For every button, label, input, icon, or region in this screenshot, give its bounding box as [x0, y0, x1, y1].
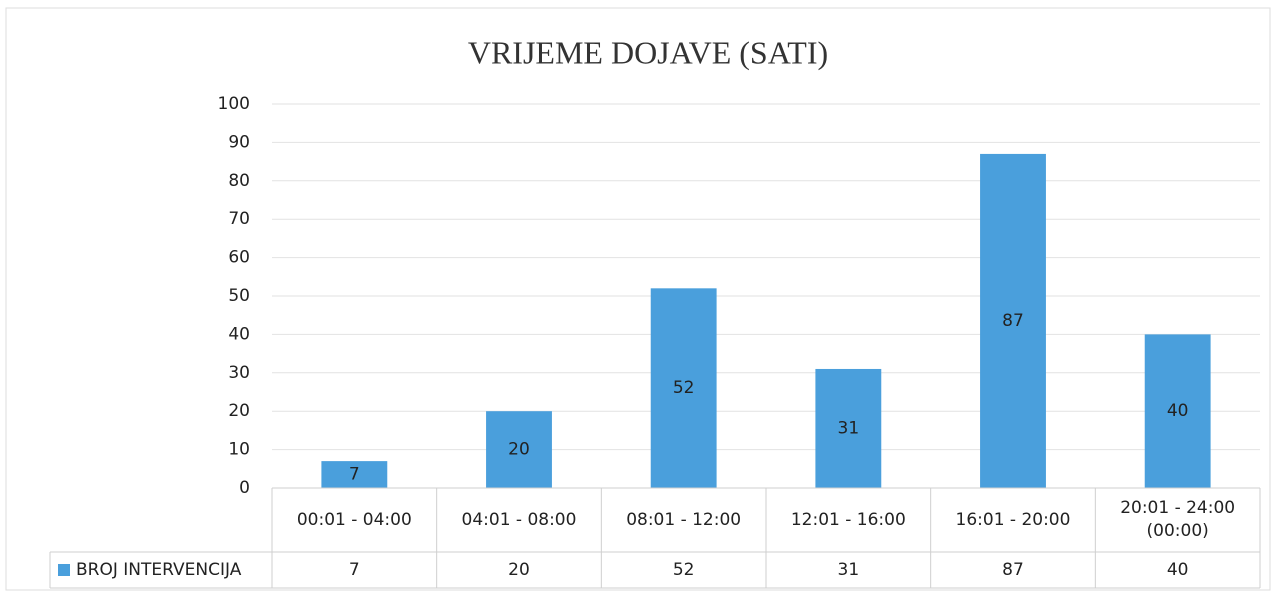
y-tick-label: 40: [228, 324, 250, 344]
bar: [486, 411, 552, 488]
table-value-box: 52: [672, 559, 695, 580]
table-value: 7: [348, 559, 360, 580]
table-value-box: 31: [837, 559, 860, 580]
y-tick-label: 100: [218, 94, 250, 114]
bar: [815, 368, 882, 488]
y-tick-label: 60: [228, 248, 250, 268]
x-tick-label-box: 16:01 - 20:00: [955, 509, 1071, 530]
table-value-box: 87: [1002, 559, 1024, 580]
bar: [980, 153, 1046, 489]
x-tick-label: 20:01 - 24:00 (00:00): [1120, 498, 1236, 541]
table-value-box: 40: [1166, 559, 1189, 580]
table-value: 87: [1002, 559, 1024, 580]
bar: [321, 461, 388, 488]
y-tick-label: 80: [228, 171, 250, 191]
table-value-box: 20: [508, 559, 530, 580]
x-tick-label: 16:01 - 20:00: [955, 509, 1071, 530]
x-tick-label-box: 20:01 - 24:00 (00:00): [1120, 498, 1236, 541]
bar: [1144, 334, 1211, 488]
bar: [650, 288, 717, 488]
data-label: 52: [673, 378, 695, 398]
legend-swatch: [58, 564, 70, 576]
table-value: 20: [508, 559, 530, 580]
table-value: 52: [672, 559, 695, 580]
x-tick-label: 00:01 - 04:00: [296, 509, 412, 530]
y-tick-label: 10: [228, 440, 250, 460]
table-value-box: 7: [348, 559, 360, 580]
y-tick-label: 90: [228, 132, 250, 152]
y-tick-label: 70: [228, 209, 250, 229]
x-tick-label: 04:01 - 08:00: [461, 509, 577, 530]
legend-label: BROJ INTERVENCIJA: [76, 560, 242, 580]
y-tick-label: 30: [228, 363, 250, 383]
x-tick-label-box: 04:01 - 08:00: [461, 509, 577, 530]
table-value: 40: [1166, 559, 1189, 580]
x-tick-label: 08:01 - 12:00: [626, 509, 742, 530]
data-label: 31: [838, 418, 860, 438]
x-tick-label: 12:01 - 16:00: [790, 509, 906, 530]
y-tick-label: 0: [239, 478, 250, 498]
data-label: 40: [1167, 401, 1189, 421]
y-tick-label: 20: [228, 401, 250, 421]
chart-title: VRIJEME DOJAVE (SATI): [468, 34, 828, 70]
chart-frame: [5, 7, 1271, 591]
x-tick-label-box: 08:01 - 12:00: [626, 509, 742, 530]
table-value: 31: [837, 559, 860, 580]
data-label: 87: [1002, 311, 1024, 331]
x-tick-label-box: 12:01 - 16:00: [790, 509, 906, 530]
data-label: 20: [508, 440, 530, 460]
data-label: 7: [349, 465, 360, 485]
y-tick-label: 50: [228, 286, 250, 306]
x-tick-label-box: 00:01 - 04:00: [296, 509, 412, 530]
